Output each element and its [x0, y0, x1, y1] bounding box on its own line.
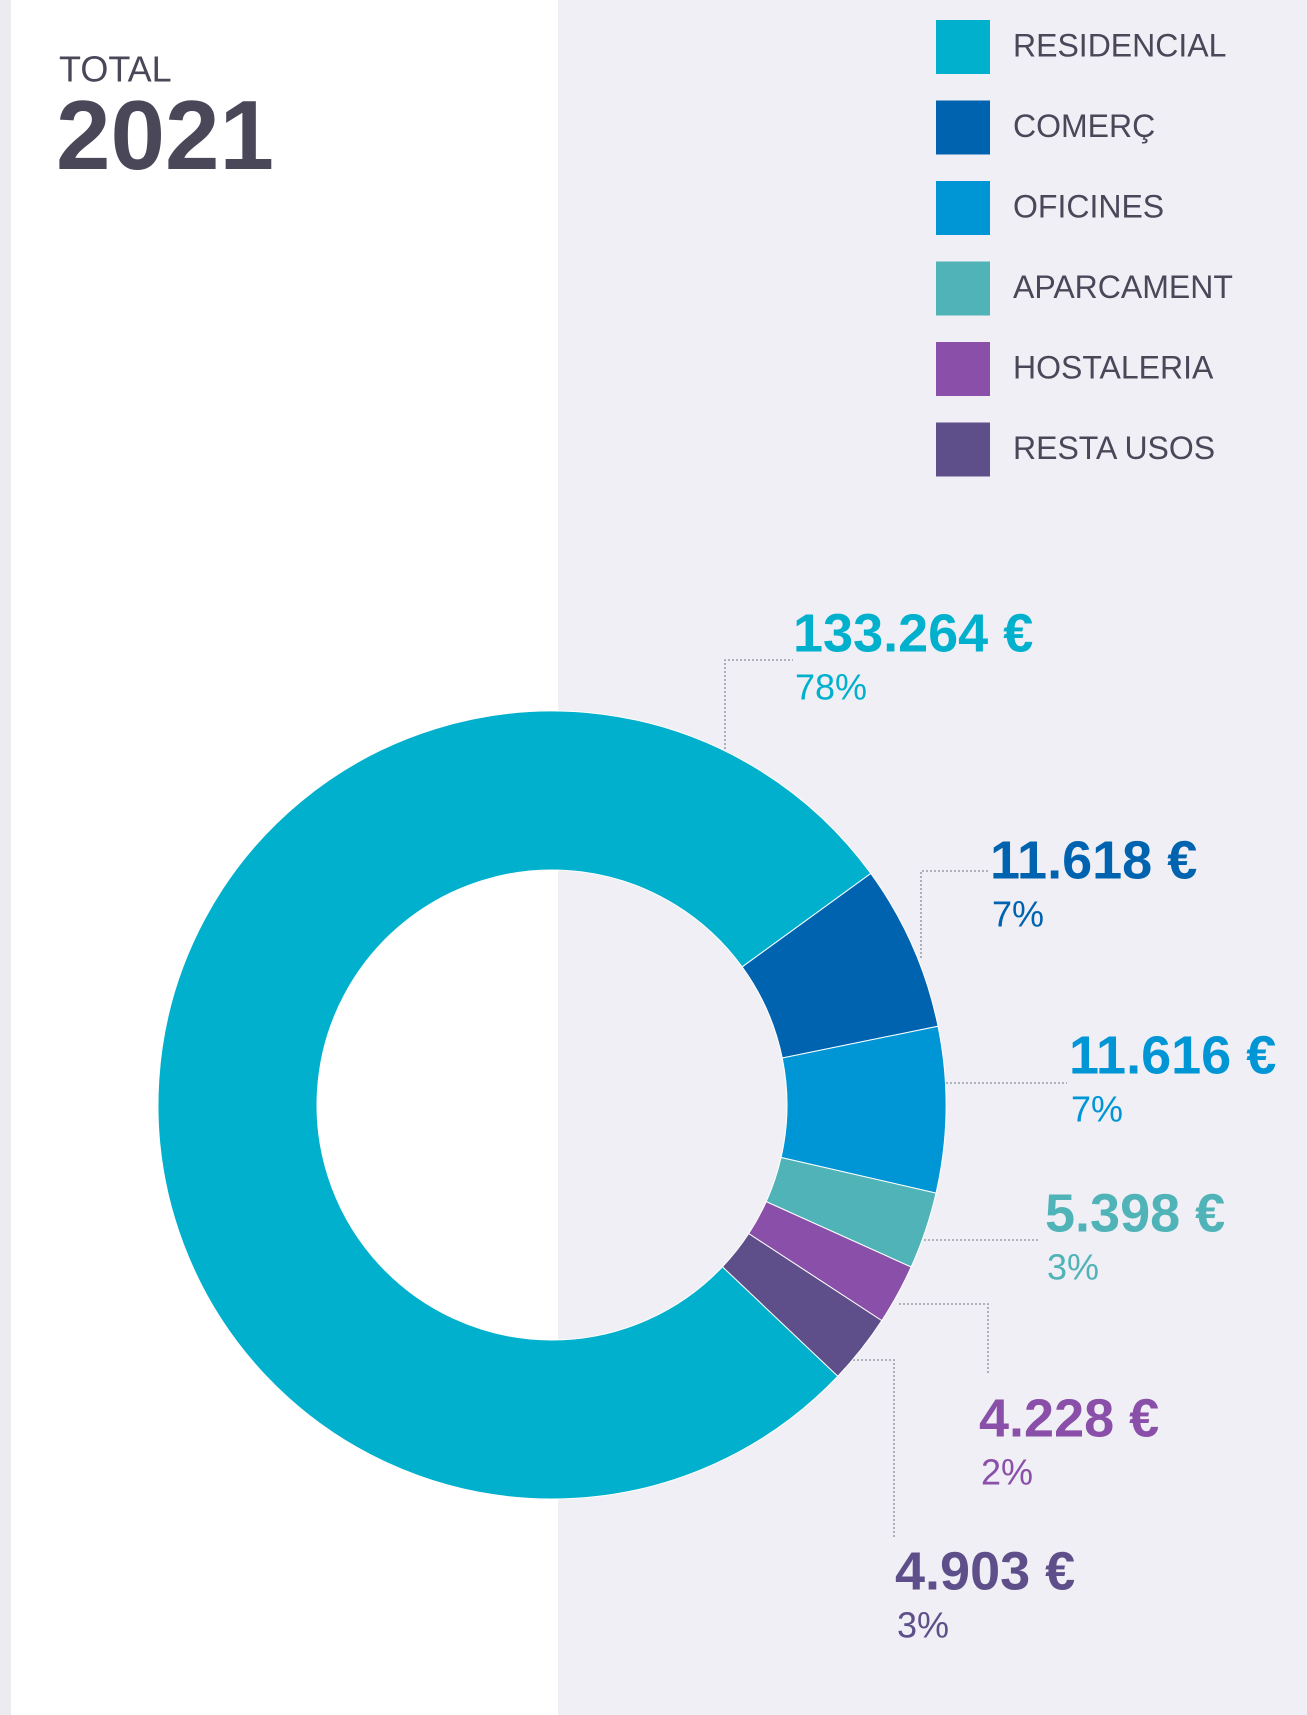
chart-title: TOTAL — [59, 49, 172, 90]
legend-label: OFICINES — [1013, 188, 1164, 224]
value-label: 11.616 € — [1069, 1025, 1276, 1085]
leader-line — [899, 1303, 989, 1373]
leader-line — [853, 1359, 895, 1537]
legend-swatch — [936, 261, 990, 316]
left-strip — [0, 0, 11, 1715]
value-label: 5.398 € — [1045, 1183, 1225, 1243]
chart-subtitle: 2021 — [56, 80, 274, 190]
legend-swatch — [936, 100, 990, 155]
percentage-label: 7% — [992, 894, 1044, 935]
donut-slice — [157, 710, 872, 1500]
percentage-label: 78% — [795, 667, 867, 708]
legend-label: COMERÇ — [1013, 108, 1155, 144]
percentage-label: 2% — [981, 1452, 1033, 1493]
legend-swatch — [936, 342, 990, 396]
leader-line — [920, 870, 990, 958]
legend-swatch — [936, 181, 990, 235]
percentage-label: 3% — [1047, 1247, 1099, 1288]
legend-label: APARCAMENT — [1013, 269, 1233, 305]
donut-slice — [721, 1232, 883, 1377]
percentage-label: 3% — [897, 1605, 949, 1646]
legend-swatch — [936, 422, 990, 477]
leader-lines — [724, 659, 1067, 1537]
value-label: 11.618 € — [990, 830, 1197, 890]
value-label: 4.228 € — [979, 1388, 1159, 1448]
legend-label: HOSTALERIA — [1013, 349, 1214, 385]
percentage-label: 7% — [1071, 1089, 1123, 1130]
leader-line — [724, 659, 793, 749]
value-label: 133.264 € — [793, 603, 1033, 663]
value-label: 4.903 € — [895, 1541, 1075, 1601]
legend-label: RESTA USOS — [1013, 430, 1215, 466]
legend-label: RESIDENCIAL — [1013, 27, 1226, 63]
legend-swatch — [936, 20, 990, 74]
